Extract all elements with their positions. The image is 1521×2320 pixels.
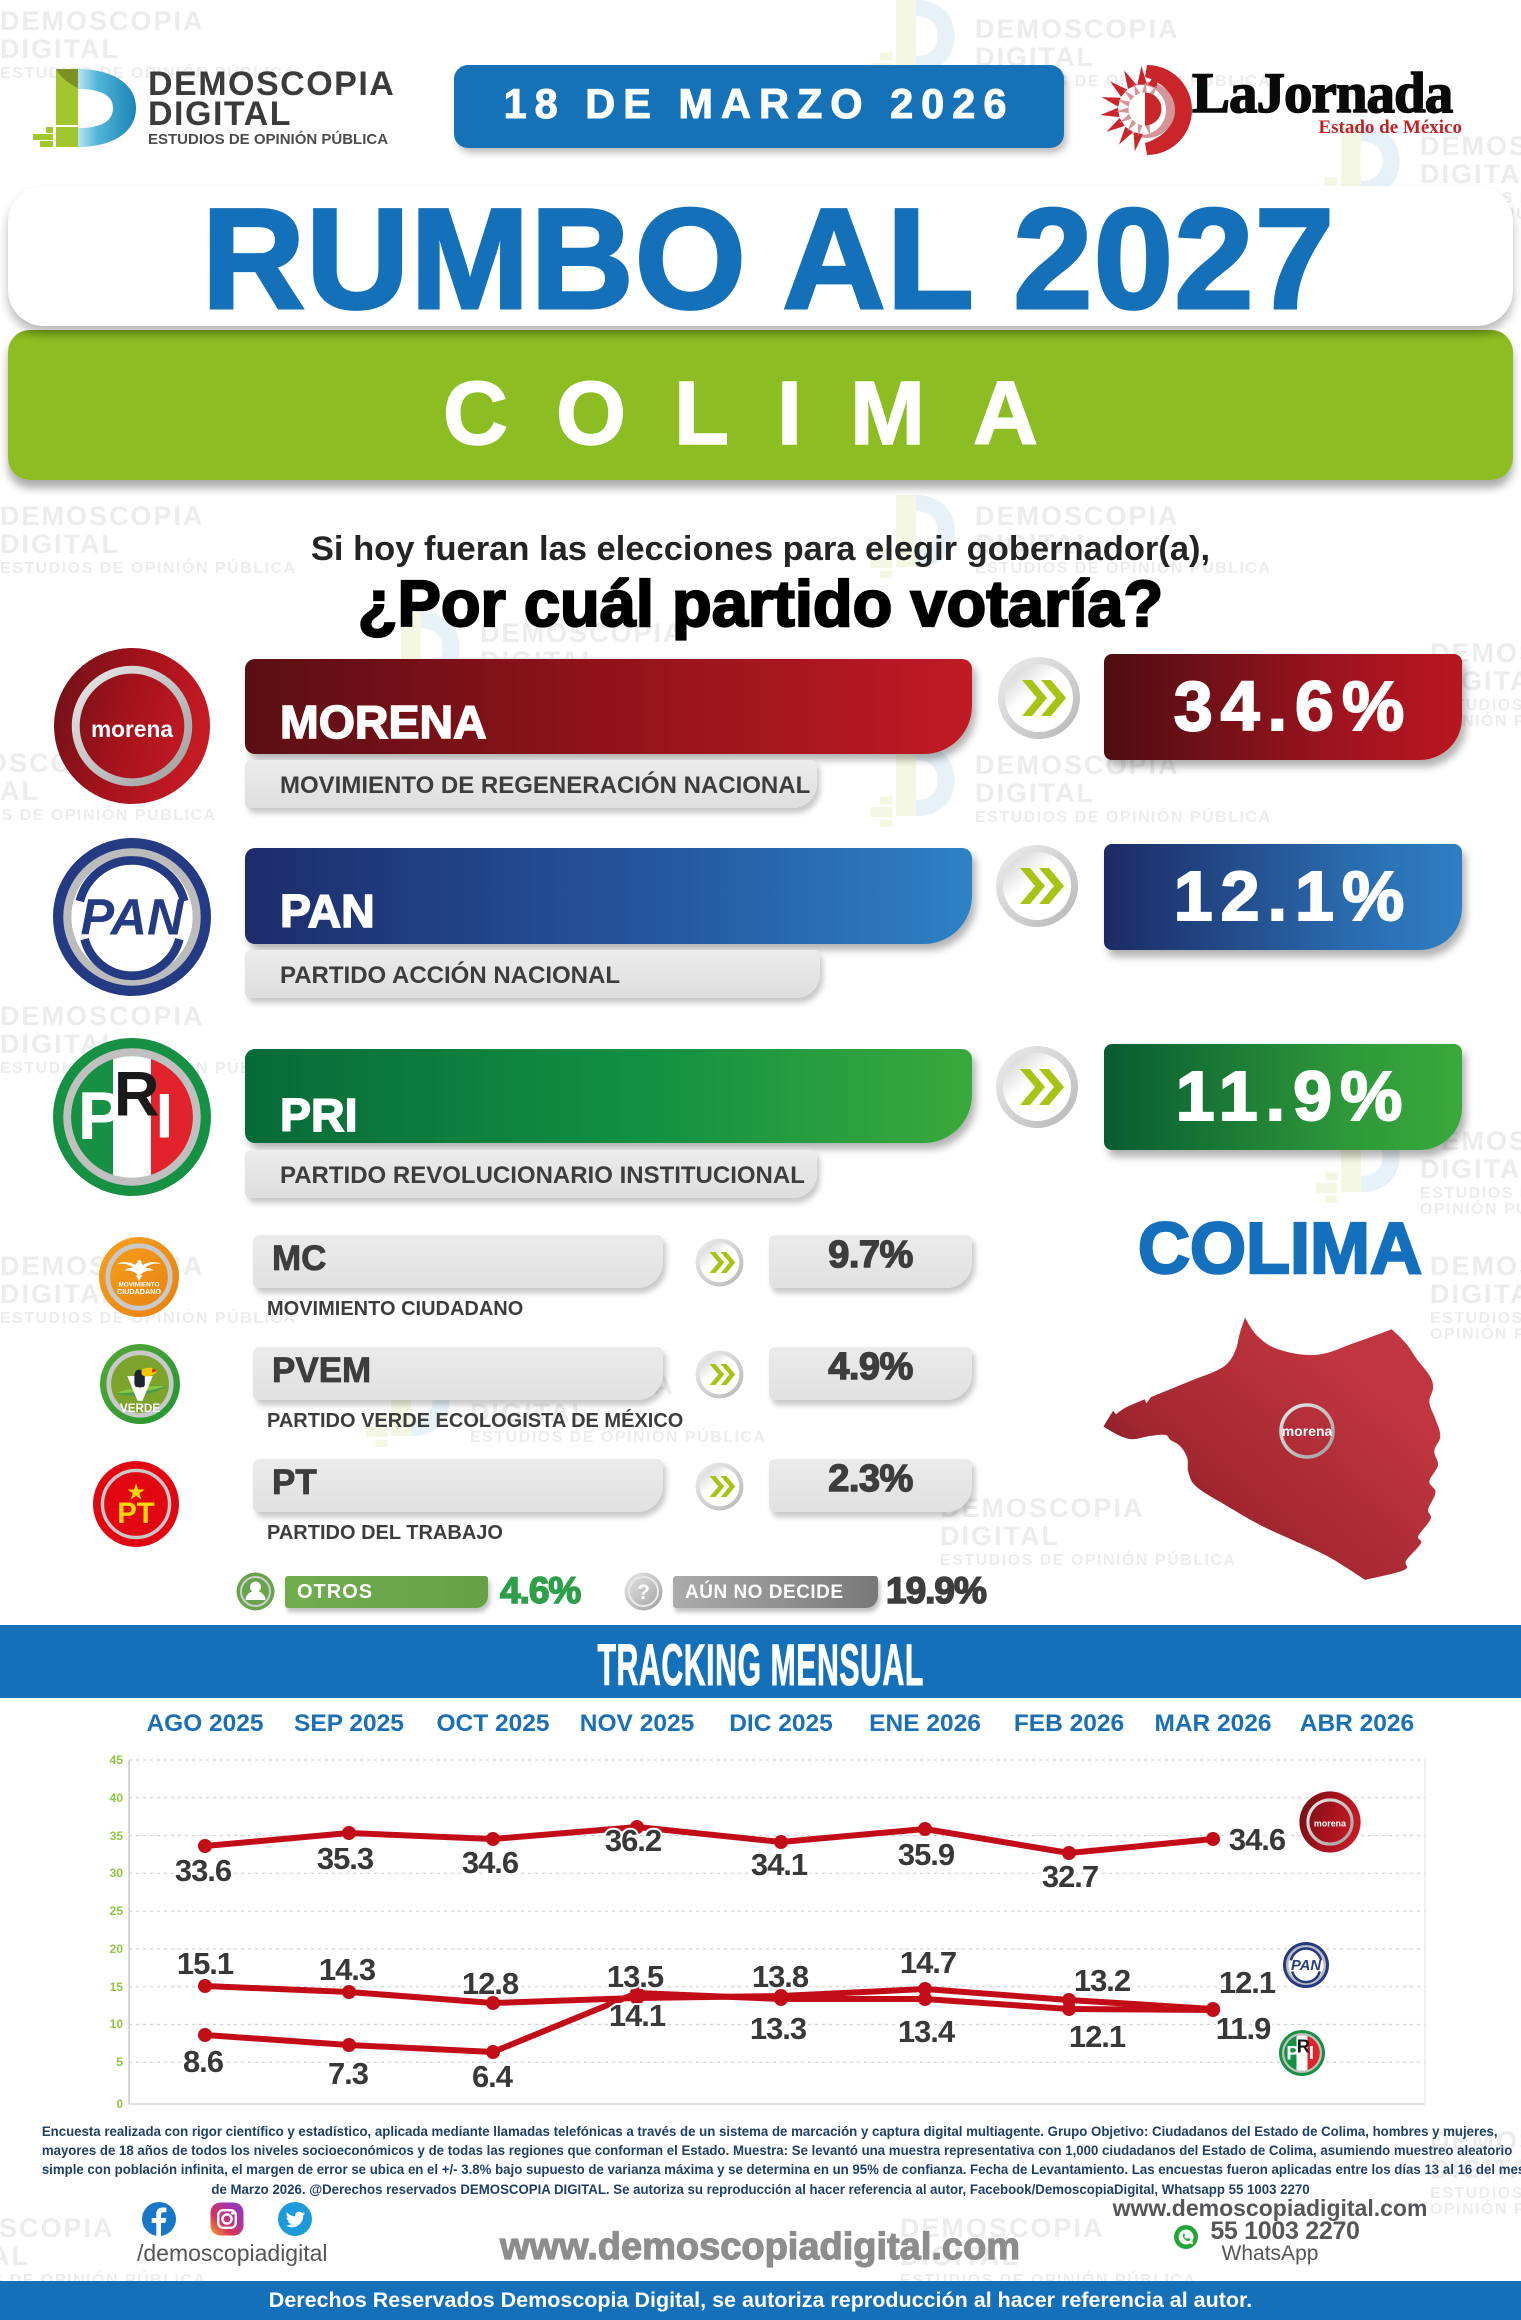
- svg-text:34.6: 34.6: [462, 1845, 519, 1880]
- svg-text:35: 35: [110, 1829, 124, 1843]
- svg-text:40: 40: [110, 1791, 124, 1805]
- svg-text:5: 5: [116, 2055, 123, 2069]
- svg-text:15: 15: [110, 1980, 124, 1994]
- svg-text:14.1: 14.1: [609, 1998, 666, 2033]
- svg-text:13.3: 13.3: [750, 2011, 807, 2046]
- svg-text:30: 30: [110, 1866, 124, 1880]
- svg-text:25: 25: [110, 1904, 124, 1918]
- svg-text:35.3: 35.3: [317, 1841, 374, 1876]
- svg-text:13.2: 13.2: [1074, 1963, 1130, 1998]
- svg-text:35.9: 35.9: [898, 1837, 955, 1872]
- svg-text:6.4: 6.4: [472, 2059, 514, 2094]
- svg-text:7.3: 7.3: [328, 2056, 369, 2091]
- svg-text:10: 10: [110, 2017, 124, 2031]
- svg-text:20: 20: [110, 1942, 124, 1956]
- svg-text:14.7: 14.7: [900, 1945, 956, 1980]
- svg-text:12.1: 12.1: [1219, 1965, 1276, 2000]
- svg-text:14.3: 14.3: [319, 1952, 376, 1987]
- svg-text:morena: morena: [1282, 1423, 1333, 1439]
- svg-text:15.1: 15.1: [177, 1946, 234, 1981]
- svg-text:13.8: 13.8: [752, 1959, 809, 1994]
- svg-text:33.6: 33.6: [175, 1853, 232, 1888]
- svg-text:0: 0: [116, 2097, 123, 2111]
- svg-text:36.2: 36.2: [605, 1823, 661, 1858]
- svg-text:34.6: 34.6: [1229, 1822, 1286, 1857]
- svg-text:8.6: 8.6: [183, 2044, 224, 2079]
- svg-text:32.7: 32.7: [1042, 1859, 1098, 1894]
- svg-text:45: 45: [110, 1753, 124, 1767]
- svg-text:?: ?: [637, 1581, 650, 1604]
- svg-text:13.5: 13.5: [607, 1959, 664, 1994]
- svg-text:12.1: 12.1: [1069, 2019, 1126, 2054]
- svg-text:34.1: 34.1: [751, 1847, 808, 1882]
- svg-text:12.8: 12.8: [462, 1966, 519, 2001]
- svg-text:13.4: 13.4: [898, 2014, 956, 2049]
- svg-text:11.9: 11.9: [1216, 2011, 1271, 2046]
